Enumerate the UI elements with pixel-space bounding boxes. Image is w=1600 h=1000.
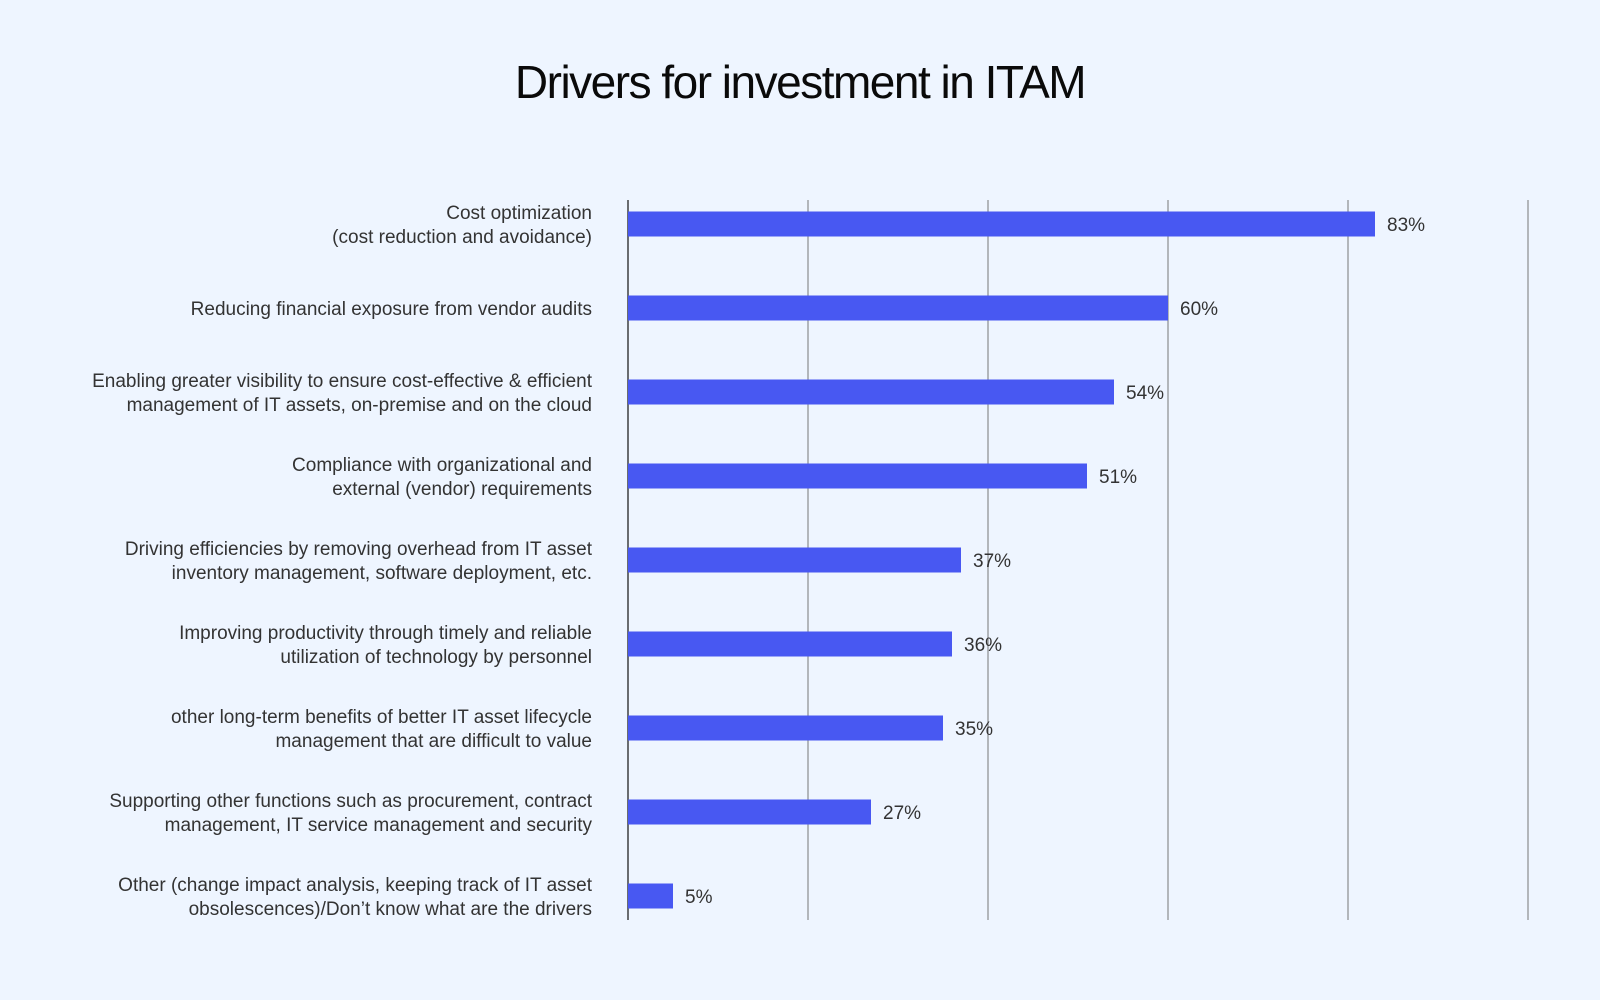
chart-title: Drivers for investment in ITAM	[514, 56, 1087, 108]
value-label: 51%	[1099, 467, 1137, 488]
value-label: 83%	[1387, 215, 1425, 236]
category-label: Reducing financial exposure from vendor …	[191, 299, 592, 320]
bar	[628, 547, 961, 573]
value-label: 37%	[973, 551, 1011, 572]
value-label: 60%	[1180, 299, 1218, 320]
value-label: 27%	[883, 803, 921, 824]
category-label: Enabling greater visibility to ensure co…	[92, 371, 593, 416]
category-label: Other (change impact analysis, keeping t…	[118, 875, 593, 920]
bar	[628, 799, 871, 825]
category-label: Driving efficiencies by removing overhea…	[125, 539, 593, 584]
value-label: 5%	[685, 887, 713, 908]
bar	[628, 715, 943, 741]
bar	[628, 883, 673, 909]
category-label: other long-term benefits of better IT as…	[171, 707, 592, 752]
bar	[628, 463, 1087, 489]
bar	[628, 379, 1114, 405]
value-label: 54%	[1126, 383, 1164, 404]
value-label: 35%	[955, 719, 993, 740]
category-label: Cost optimization (cost reduction and avo…	[332, 203, 592, 248]
value-label: 36%	[964, 635, 1002, 656]
category-label: Supporting other functions such as procu…	[109, 791, 592, 836]
category-label: Compliance with organizational and extern…	[292, 455, 592, 500]
bar	[628, 631, 952, 657]
bar	[628, 295, 1168, 321]
category-label: Improving productivity through timely an…	[179, 623, 592, 668]
bar	[628, 211, 1375, 237]
